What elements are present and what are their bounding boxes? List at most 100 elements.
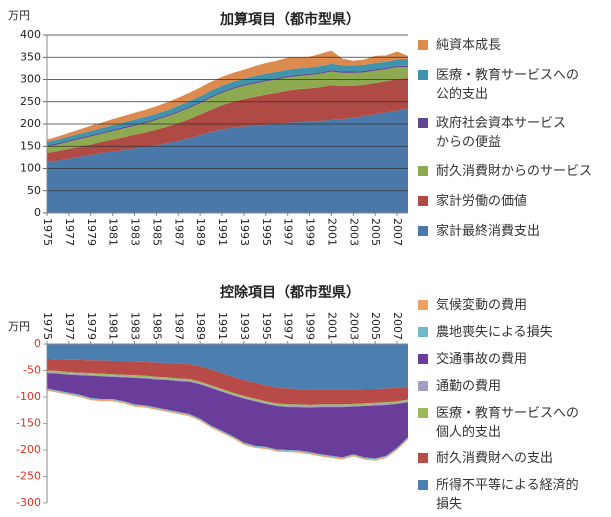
- legend-item: 医療・教育サービスへの 個人的支出: [418, 404, 579, 442]
- area: [47, 78, 408, 162]
- legend-label: 交通事故の費用: [436, 352, 528, 367]
- legend-swatch: [418, 327, 428, 337]
- x-tick-label: 1993: [238, 312, 251, 340]
- chart-title: 控除項目（都市型県）: [220, 284, 360, 301]
- x-tick-label: 1975: [41, 218, 54, 246]
- y-tick-label: 0: [34, 337, 41, 350]
- legend-label: 耐久消費財への支出: [436, 451, 554, 466]
- x-tick-label: 1989: [194, 218, 207, 246]
- legend-label: 所得不平等による経済的 損失: [436, 478, 579, 512]
- legend-swatch: [418, 480, 428, 490]
- x-tick-label: 2005: [369, 218, 382, 246]
- chart: 0 50 100 150 200 250 300 350 400 1975 1977 1979 1981…: [8, 9, 408, 246]
- x-tick-label: 2001: [325, 312, 338, 340]
- x-tick-label: 2007: [391, 218, 404, 246]
- y-tick-label: -150: [16, 417, 41, 430]
- legend-swatch: [418, 226, 428, 236]
- legend-swatch: [418, 40, 428, 50]
- legend-swatch: [418, 408, 428, 418]
- x-tick-label: 1993: [238, 218, 251, 246]
- x-tick-label: 1983: [129, 218, 142, 246]
- legend-label: 政府社会資本サービス からの便益: [436, 116, 567, 150]
- legend-item: 通勤の費用: [418, 377, 501, 396]
- y-tick-label: 250: [20, 95, 41, 108]
- legend-swatch: [418, 300, 428, 310]
- legend-label: 耐久消費財からのサービス: [436, 164, 593, 179]
- legend-label: 気候変動の費用: [436, 298, 528, 313]
- area: [47, 67, 408, 153]
- x-tick-label: 1999: [304, 312, 317, 340]
- legend-swatch: [418, 453, 428, 463]
- x-tick-label: 1987: [172, 312, 185, 340]
- legend-swatch: [418, 118, 428, 128]
- legend-label: 医療・教育サービスへの 個人的支出: [436, 406, 580, 440]
- chart-title: 加算項目（都市型県）: [219, 11, 360, 28]
- legend-item: 純資本成長: [418, 36, 501, 55]
- x-tick-label: 1995: [260, 218, 273, 246]
- legend-item: 所得不平等による経済的 損失: [418, 476, 579, 514]
- x-tick-label: 1981: [107, 312, 120, 340]
- legend-label: 純資本成長: [436, 38, 502, 53]
- y-tick-label: -200: [16, 443, 41, 456]
- y-tick-label: -50: [23, 364, 41, 377]
- y-tick-label: -100: [16, 390, 41, 403]
- legend-item: 政府社会資本サービス からの便益: [418, 114, 566, 152]
- legend-item: 交通事故の費用: [418, 350, 527, 369]
- x-tick-label: 1991: [216, 218, 229, 246]
- y-unit-label: 万円: [8, 9, 30, 22]
- legend-label: 通勤の費用: [436, 379, 502, 394]
- x-tick-label: 1989: [194, 312, 207, 340]
- area: [47, 50, 408, 142]
- x-tick-label: 2003: [347, 312, 360, 340]
- x-tick-label: 1997: [282, 218, 295, 246]
- legend-swatch: [418, 166, 428, 176]
- y-tick-label: 50: [27, 184, 41, 197]
- y-tick-label: 300: [20, 73, 41, 86]
- x-tick-label: 1995: [260, 312, 273, 340]
- y-tick-label: 0: [34, 206, 41, 219]
- x-tick-label: 1979: [85, 218, 98, 246]
- y-tick-label: -300: [16, 496, 41, 509]
- y-tick-label: 400: [20, 28, 41, 41]
- x-tick-label: 1981: [107, 218, 120, 246]
- x-tick-label: 1983: [129, 312, 142, 340]
- legend-item: 耐久消費財からのサービス: [418, 162, 592, 181]
- legend-swatch: [418, 381, 428, 391]
- x-tick-label: 1977: [63, 312, 76, 340]
- y-unit-label: 万円: [8, 320, 30, 333]
- area: [47, 59, 408, 146]
- x-tick-label: 1997: [282, 312, 295, 340]
- y-tick-label: 150: [20, 139, 41, 152]
- x-tick-label: 1999: [304, 218, 317, 246]
- legend-item: 家計労働の価値: [418, 192, 527, 211]
- legend-label: 農地喪失による損失: [436, 325, 553, 340]
- area: [47, 344, 408, 390]
- area: [47, 370, 408, 407]
- x-tick-label: 1985: [150, 312, 163, 340]
- x-tick-label: 1991: [216, 312, 229, 340]
- area: [47, 358, 408, 405]
- legend-swatch: [418, 354, 428, 364]
- x-tick-label: 1977: [63, 218, 76, 246]
- y-tick-label: 200: [20, 117, 41, 130]
- area: [47, 373, 408, 459]
- legend-label: 家計労働の価値: [436, 194, 528, 209]
- x-tick-label: 2005: [369, 312, 382, 340]
- x-tick-label: 1975: [41, 312, 54, 340]
- x-tick-label: 2001: [325, 218, 338, 246]
- legend-item: 家計最終消費支出: [418, 222, 540, 241]
- x-tick-label: 1979: [85, 312, 98, 340]
- x-tick-label: 2003: [347, 218, 360, 246]
- area: [47, 108, 408, 213]
- x-tick-label: 2007: [391, 312, 404, 340]
- legend-item: 医療・教育サービスへの 公的支出: [418, 66, 579, 104]
- y-tick-label: -250: [16, 470, 41, 483]
- legend-label: 医療・教育サービスへの 公的支出: [436, 68, 580, 102]
- y-tick-label: 350: [20, 50, 41, 63]
- x-tick-label: 1985: [150, 218, 163, 246]
- legend-label: 家計最終消費支出: [436, 224, 541, 239]
- x-tick-label: 1987: [172, 218, 185, 246]
